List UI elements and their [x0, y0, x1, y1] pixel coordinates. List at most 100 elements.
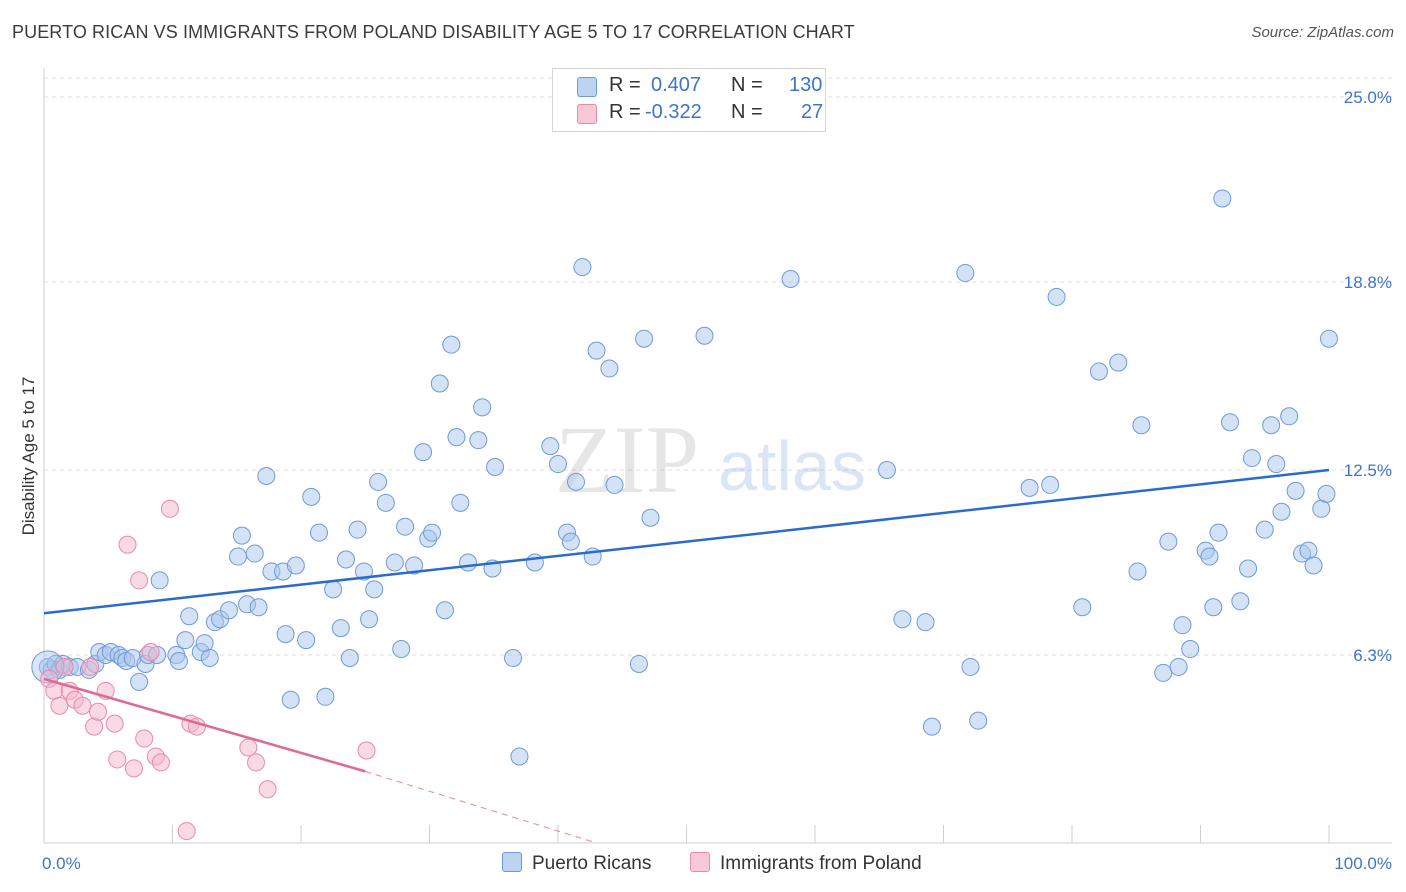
- data-point-puerto-rican: [1272, 502, 1291, 521]
- data-point-puerto-rican: [1304, 556, 1323, 575]
- data-point-puerto-rican: [348, 520, 367, 539]
- y-tick-label: 18.8%: [1344, 273, 1392, 292]
- data-point-puerto-rican: [180, 607, 199, 626]
- data-point-poland: [141, 643, 160, 662]
- data-point-puerto-rican: [504, 648, 523, 667]
- watermark: ZIP atlas: [555, 406, 866, 513]
- legend-r-value: 0.407: [651, 74, 702, 96]
- y-tick-label: 12.5%: [1344, 461, 1392, 480]
- data-point-puerto-rican: [969, 711, 988, 730]
- data-point-puerto-rican: [1267, 455, 1286, 474]
- series-immigrants-from-poland: [40, 499, 376, 841]
- data-point-puerto-rican: [324, 580, 343, 599]
- data-point-puerto-rican: [376, 493, 395, 512]
- data-point-puerto-rican: [1255, 520, 1274, 539]
- watermark-zip: ZIP: [555, 406, 699, 513]
- data-point-poland: [357, 741, 376, 760]
- data-point-puerto-rican: [893, 610, 912, 629]
- data-point-poland: [108, 750, 127, 769]
- data-point-puerto-rican: [385, 553, 404, 572]
- data-point-puerto-rican: [1128, 562, 1147, 581]
- chart-title: PUERTO RICAN VS IMMIGRANTS FROM POLAND D…: [12, 22, 855, 42]
- data-point-poland: [88, 702, 107, 721]
- data-point-puerto-rican: [635, 329, 654, 348]
- data-point-poland: [81, 657, 100, 676]
- data-point-puerto-rican: [566, 472, 585, 491]
- data-point-puerto-rican: [297, 631, 316, 650]
- data-point-puerto-rican: [220, 601, 239, 620]
- bottom-legend-label: Puerto Ricans: [532, 853, 652, 874]
- data-point-puerto-rican: [525, 553, 544, 572]
- data-point-poland: [73, 696, 92, 715]
- legend-n-label: N =: [731, 101, 763, 123]
- data-point-puerto-rican: [423, 523, 442, 542]
- data-point-puerto-rican: [916, 613, 935, 632]
- axes: [43, 68, 1392, 844]
- data-point-puerto-rican: [309, 523, 328, 542]
- data-point-puerto-rican: [1262, 416, 1281, 435]
- data-point-puerto-rican: [486, 458, 505, 477]
- data-point-puerto-rican: [629, 654, 648, 673]
- data-point-puerto-rican: [600, 359, 619, 378]
- data-point-puerto-rican: [1154, 663, 1173, 682]
- data-point-puerto-rican: [1173, 616, 1192, 635]
- data-point-puerto-rican: [451, 493, 470, 512]
- data-point-puerto-rican: [1200, 547, 1219, 566]
- data-point-poland: [85, 717, 104, 736]
- data-point-poland: [247, 753, 266, 772]
- data-point-puerto-rican: [316, 687, 335, 706]
- data-point-puerto-rican: [130, 672, 149, 691]
- data-point-puerto-rican: [641, 508, 660, 527]
- legend-swatch-pink: [690, 852, 710, 872]
- data-point-puerto-rican: [1209, 523, 1228, 542]
- data-point-puerto-rican: [442, 335, 461, 354]
- data-point-puerto-rican: [1047, 287, 1066, 306]
- data-point-puerto-rican: [1231, 592, 1250, 611]
- trend-line-poland: [43, 677, 366, 773]
- data-point-puerto-rican: [573, 258, 592, 277]
- data-point-puerto-rican: [360, 610, 379, 629]
- data-point-puerto-rican: [473, 398, 492, 417]
- data-point-poland: [239, 738, 258, 757]
- data-point-puerto-rican: [414, 443, 433, 462]
- data-point-poland: [55, 657, 74, 676]
- data-point-poland: [177, 822, 196, 841]
- legend-n-label: N =: [731, 74, 763, 96]
- data-point-puerto-rican: [249, 598, 268, 617]
- legend-n-value: 130: [789, 74, 823, 96]
- bottom-legend-poland: Immigrants from Poland: [690, 852, 922, 875]
- data-point-puerto-rican: [1312, 499, 1331, 518]
- data-point-puerto-rican: [336, 550, 355, 569]
- data-point-puerto-rican: [1204, 598, 1223, 617]
- data-point-puerto-rican: [1280, 407, 1299, 426]
- data-point-puerto-rican: [405, 556, 424, 575]
- legend-swatch-pink: [577, 104, 597, 124]
- x-tick-label: 100.0%: [1334, 854, 1392, 873]
- data-point-puerto-rican: [561, 532, 580, 551]
- data-point-puerto-rican: [257, 466, 276, 485]
- data-point-poland: [151, 753, 170, 772]
- legend-r-label: R =: [609, 74, 641, 96]
- data-point-puerto-rican: [331, 619, 350, 638]
- data-point-puerto-rican: [549, 455, 567, 474]
- legend-swatch-blue: [577, 77, 597, 97]
- data-point-puerto-rican: [245, 544, 264, 563]
- data-point-puerto-rican: [396, 517, 415, 536]
- y-tick-label: 25.0%: [1344, 88, 1392, 107]
- data-point-puerto-rican: [354, 562, 373, 581]
- trend-line-puerto-ricans: [43, 468, 1330, 615]
- data-point-puerto-rican: [695, 326, 714, 345]
- data-point-puerto-rican: [469, 431, 488, 450]
- data-point-puerto-rican: [605, 475, 624, 494]
- data-point-poland: [258, 780, 277, 799]
- data-point-puerto-rican: [1020, 478, 1039, 497]
- x-tick-labels: 0.0% 100.0%: [42, 854, 1392, 873]
- data-point-puerto-rican: [1239, 559, 1258, 578]
- legend-swatch-blue: [502, 852, 522, 872]
- trend-lines: [43, 468, 1330, 844]
- data-point-puerto-rican: [1169, 657, 1188, 676]
- legend-r-label: R =: [609, 101, 641, 123]
- watermark-atlas: atlas: [718, 427, 866, 505]
- data-point-puerto-rican: [1159, 532, 1178, 551]
